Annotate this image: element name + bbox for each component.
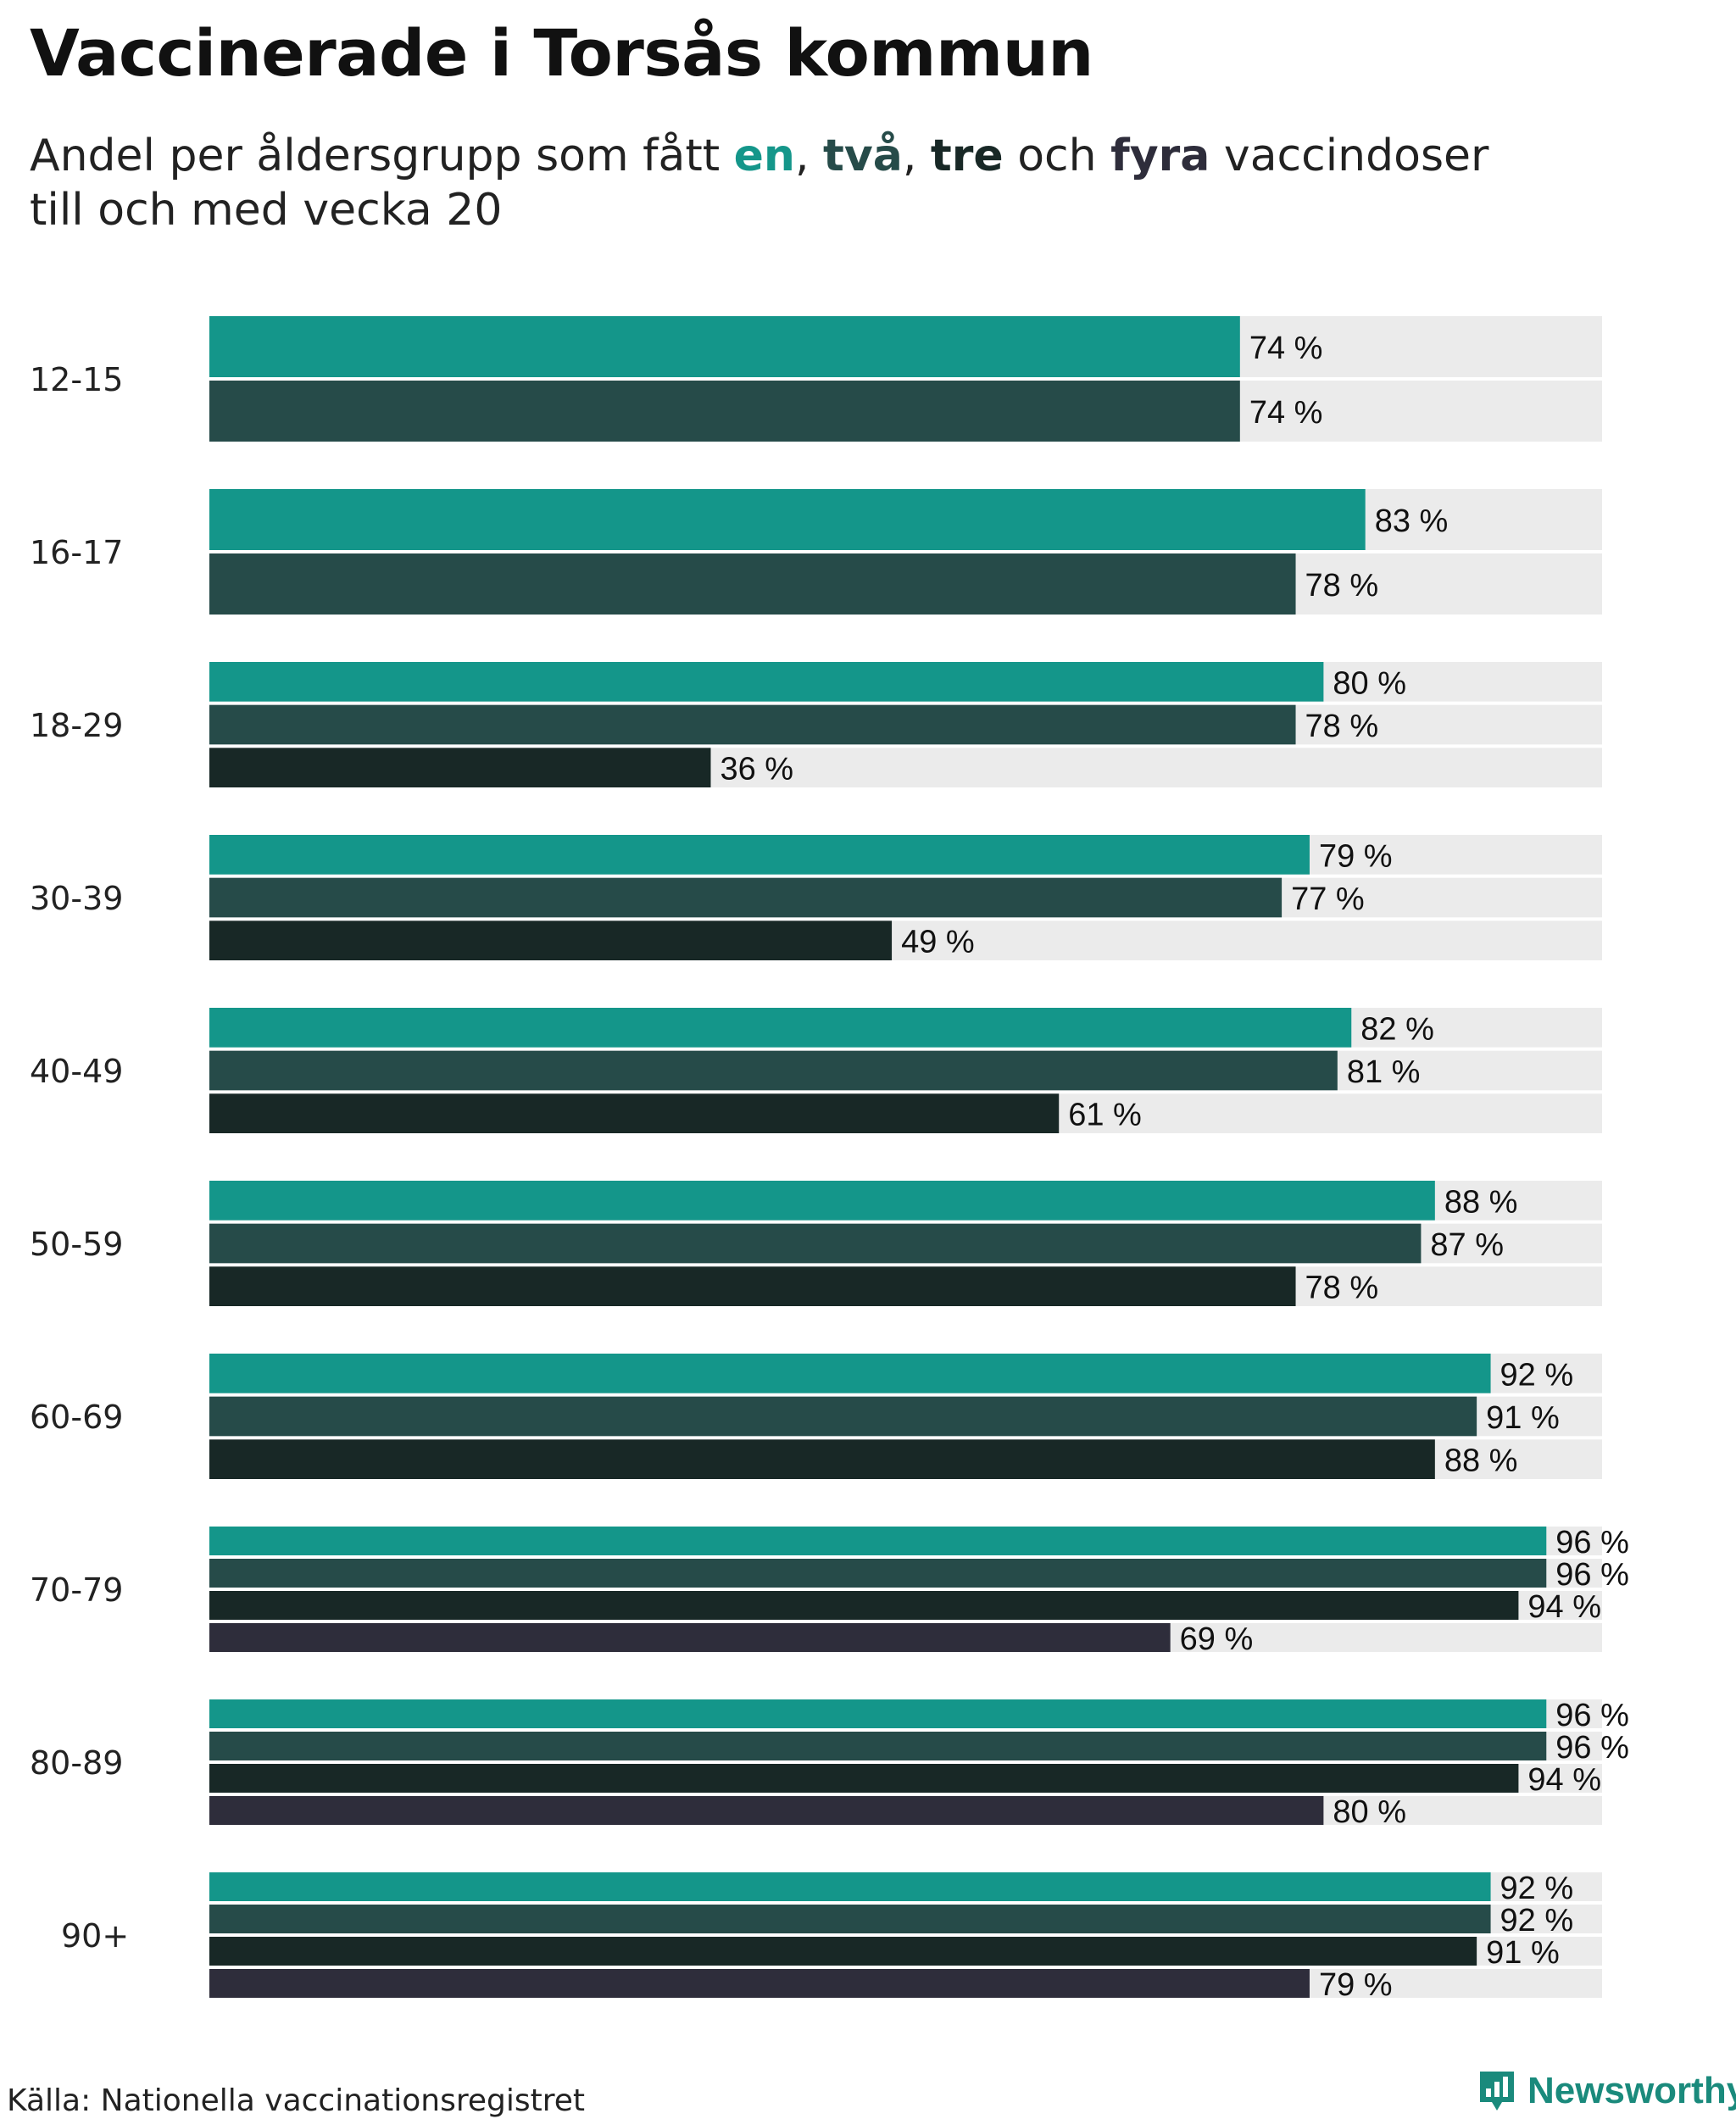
data-label: 92 %	[1500, 1357, 1574, 1393]
bar-dose-2	[209, 1050, 1338, 1091]
subtitle-line-2: till och med vecka 20	[30, 185, 503, 236]
data-label: 94 %	[1527, 1762, 1601, 1798]
subtitle-line-1: Andel per åldersgrupp som fått en, två, …	[30, 129, 1488, 183]
chart-title: Vaccinerade i Torsås kommun	[30, 15, 1093, 91]
subtitle-prefix: Andel per åldersgrupp som fått	[30, 131, 734, 181]
bar-dose-2	[209, 381, 1240, 442]
subtitle-separator: ,	[902, 131, 931, 181]
age-group-label: 18-29	[30, 707, 123, 744]
data-label: 96 %	[1555, 1698, 1629, 1733]
bar-dose-1	[209, 489, 1366, 550]
subtitle-separator: och	[1003, 131, 1111, 181]
bar-dose-1	[209, 1008, 1352, 1048]
data-label: 83 %	[1375, 503, 1449, 539]
bar-dose-3	[209, 748, 711, 787]
bar-dose-2	[209, 877, 1283, 918]
data-label: 77 %	[1291, 882, 1365, 917]
bar-dose-3	[209, 1937, 1477, 1966]
data-label: 92 %	[1500, 1871, 1574, 1906]
legend-dose-4: fyra	[1110, 131, 1210, 181]
subtitle-separator: ,	[794, 131, 824, 181]
data-label: 80 %	[1333, 1794, 1406, 1830]
bar-dose-3	[209, 920, 893, 960]
bar-dose-1	[209, 835, 1310, 875]
bar-dose-1	[209, 1354, 1491, 1393]
age-group-label: 80-89	[30, 1744, 123, 1782]
brand-name: Newsworthy	[1527, 2070, 1736, 2111]
source-note: Källa: Nationella vaccinationsregistret	[7, 2083, 585, 2118]
data-label: 91 %	[1486, 1935, 1560, 1971]
bar-dose-1	[209, 662, 1324, 702]
bar-dose-1	[209, 1699, 1547, 1728]
bar-dose-2	[209, 1732, 1547, 1760]
age-group-label: 50-59	[30, 1226, 123, 1263]
data-label: 87 %	[1430, 1227, 1504, 1263]
age-group-label: 16-17	[30, 534, 123, 571]
age-group-label: 30-39	[30, 880, 123, 917]
legend-dose-1: en	[733, 131, 795, 181]
data-label: 88 %	[1444, 1184, 1518, 1220]
data-label: 80 %	[1333, 665, 1406, 701]
bar-dose-2	[209, 553, 1296, 615]
bar-dose-3	[209, 1093, 1060, 1133]
data-label: 79 %	[1319, 1967, 1393, 2003]
bar-chart: 12-15 74 % 74 % 16-17 83 % 78 % 18-29 80 % 78 % 3…	[30, 316, 1629, 2003]
age-group-label: 40-49	[30, 1053, 123, 1090]
bar-dose-3	[209, 1591, 1519, 1620]
bar-dose-4	[209, 1969, 1310, 1998]
bar-dose-2	[209, 1905, 1491, 1933]
age-group-label: 12-15	[30, 361, 123, 398]
data-label: 96 %	[1555, 1730, 1629, 1766]
data-label: 74 %	[1249, 395, 1323, 431]
data-label: 69 %	[1180, 1621, 1254, 1657]
data-label: 74 %	[1249, 331, 1323, 366]
bar-dose-2	[209, 704, 1296, 745]
legend-dose-3: tre	[930, 131, 1004, 181]
data-label: 82 %	[1360, 1011, 1434, 1047]
data-label: 61 %	[1068, 1098, 1142, 1133]
age-group-label: 90+	[61, 1917, 129, 1955]
chart-subtitle: Andel per åldersgrupp som fått en, två, …	[30, 129, 1488, 237]
bar-dose-3	[209, 1439, 1435, 1479]
age-group-label: 70-79	[30, 1571, 123, 1609]
data-label: 96 %	[1555, 1557, 1629, 1593]
legend-dose-2: två	[823, 131, 903, 181]
bar-dose-1	[209, 1181, 1435, 1221]
data-label: 91 %	[1486, 1400, 1560, 1436]
age-group-label: 60-69	[30, 1399, 123, 1436]
bar-dose-1	[209, 1527, 1547, 1555]
data-label: 78 %	[1305, 709, 1379, 744]
data-label: 81 %	[1347, 1054, 1421, 1090]
bar-dose-2	[209, 1559, 1547, 1588]
data-label: 94 %	[1527, 1589, 1601, 1625]
bar-dose-2	[209, 1223, 1422, 1264]
data-label: 88 %	[1444, 1443, 1518, 1479]
brand-logo: Newsworthy	[1477, 2068, 1736, 2114]
bar-dose-4	[209, 1623, 1171, 1652]
bar-dose-2	[209, 1396, 1477, 1437]
subtitle-suffix: vaccindoser	[1210, 131, 1489, 181]
data-label: 96 %	[1555, 1525, 1629, 1560]
data-label: 49 %	[901, 925, 975, 960]
bar-dose-1	[209, 1872, 1491, 1901]
bar-dose-4	[209, 1796, 1324, 1825]
data-label: 79 %	[1319, 838, 1393, 874]
bar-dose-1	[209, 316, 1240, 377]
bar-dose-3	[209, 1764, 1519, 1793]
newsworthy-logo-icon	[1477, 2068, 1517, 2114]
data-label: 92 %	[1500, 1903, 1574, 1938]
bar-dose-3	[209, 1266, 1296, 1306]
data-label: 78 %	[1305, 568, 1379, 603]
data-label: 78 %	[1305, 1271, 1379, 1306]
data-label: 36 %	[720, 752, 793, 787]
